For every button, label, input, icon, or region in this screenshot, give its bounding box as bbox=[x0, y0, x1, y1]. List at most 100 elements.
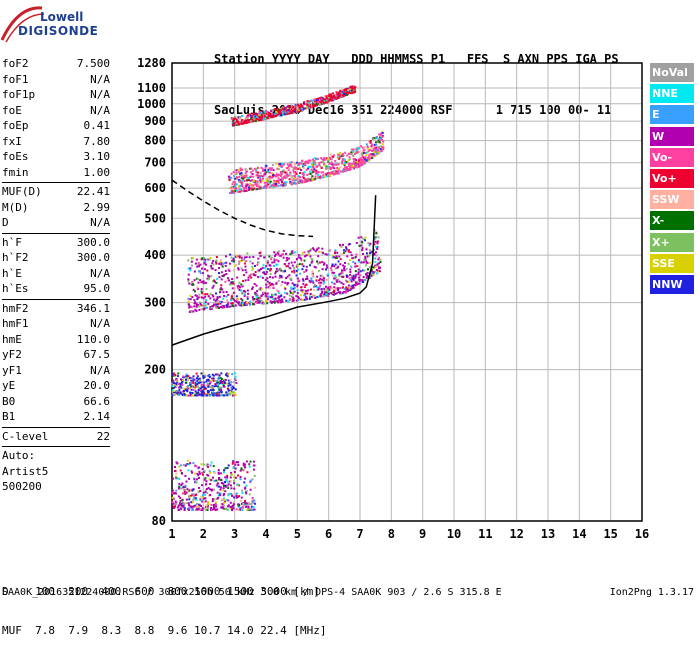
echo-point bbox=[220, 388, 223, 391]
echo-point bbox=[325, 292, 328, 295]
echo-point bbox=[197, 381, 200, 384]
echo-point bbox=[304, 278, 307, 281]
echo-point bbox=[240, 171, 243, 174]
echo-point bbox=[225, 304, 228, 307]
echo-point bbox=[278, 179, 281, 182]
echo-point bbox=[206, 269, 209, 272]
echo-point bbox=[192, 375, 195, 378]
echo-point bbox=[310, 105, 313, 108]
echo-point bbox=[277, 184, 280, 187]
echo-point bbox=[299, 294, 302, 297]
echo-point bbox=[268, 186, 271, 189]
echo-point bbox=[353, 284, 356, 287]
echo-point bbox=[303, 259, 306, 262]
echo-point bbox=[330, 287, 333, 290]
echo-point bbox=[345, 162, 348, 165]
echo-point bbox=[265, 283, 268, 286]
echo-point bbox=[234, 186, 237, 189]
echo-point bbox=[313, 101, 316, 104]
echo-point bbox=[185, 502, 188, 505]
echo-point bbox=[337, 265, 340, 268]
echo-point bbox=[343, 158, 346, 161]
echo-point bbox=[290, 286, 293, 289]
echo-point bbox=[205, 306, 208, 309]
echo-point bbox=[191, 296, 194, 299]
echo-point bbox=[337, 163, 340, 166]
echo-point bbox=[320, 96, 323, 99]
echo-point bbox=[200, 267, 203, 270]
echo-point bbox=[286, 176, 289, 179]
echo-point bbox=[185, 394, 188, 397]
echo-point bbox=[303, 284, 306, 287]
echo-point bbox=[350, 89, 353, 92]
echo-point bbox=[379, 261, 382, 264]
echo-point bbox=[360, 157, 363, 160]
echo-point bbox=[268, 255, 271, 258]
echo-point bbox=[268, 180, 271, 183]
echo-point bbox=[291, 270, 294, 273]
echo-point bbox=[198, 472, 201, 475]
echo-point bbox=[320, 171, 323, 174]
echo-point bbox=[279, 299, 282, 302]
echo-point bbox=[276, 251, 279, 254]
echo-point bbox=[305, 290, 308, 293]
echo-point bbox=[276, 172, 279, 175]
echo-point bbox=[375, 152, 378, 155]
echo-point bbox=[370, 274, 373, 277]
echo-point bbox=[221, 503, 224, 506]
echo-point bbox=[260, 300, 263, 303]
echo-point bbox=[306, 103, 309, 106]
param-value: N/A bbox=[90, 88, 110, 101]
echo-point bbox=[232, 269, 235, 272]
echo-point bbox=[222, 507, 225, 510]
echo-point bbox=[241, 168, 244, 171]
echo-point bbox=[239, 507, 242, 510]
echo-trace bbox=[171, 372, 238, 397]
param-row-fof1p: foF1p N/A bbox=[2, 87, 110, 103]
echo-point bbox=[271, 261, 274, 264]
echo-point bbox=[273, 115, 276, 118]
echo-point bbox=[245, 174, 248, 177]
echo-point bbox=[258, 185, 261, 188]
echo-point bbox=[342, 169, 345, 172]
echo-point bbox=[356, 146, 359, 149]
echo-point bbox=[305, 178, 308, 181]
echo-point bbox=[297, 268, 300, 271]
param-value: N/A bbox=[90, 317, 110, 330]
echo-point bbox=[284, 111, 287, 114]
param-row-hme: hmE 110.0 bbox=[2, 332, 110, 348]
echo-point bbox=[252, 115, 255, 118]
echo-point bbox=[352, 150, 355, 153]
echo-point bbox=[271, 112, 274, 115]
echo-point bbox=[243, 120, 246, 123]
echo-point bbox=[374, 240, 377, 243]
echo-point bbox=[228, 262, 231, 265]
y-tick-label: 900 bbox=[144, 114, 166, 128]
param-value: 20.0 bbox=[83, 379, 111, 392]
echo-point bbox=[246, 116, 249, 119]
echo-point bbox=[192, 488, 195, 491]
echo-point bbox=[281, 107, 284, 110]
echo-point bbox=[342, 249, 345, 252]
echo-point bbox=[232, 180, 235, 183]
echo-point bbox=[307, 289, 310, 292]
echo-point bbox=[333, 291, 336, 294]
echo-point bbox=[295, 274, 298, 277]
echo-point bbox=[315, 279, 318, 282]
echo-point bbox=[311, 258, 314, 261]
echo-point bbox=[180, 386, 183, 389]
y-tick-label: 300 bbox=[144, 296, 166, 310]
echo-point bbox=[358, 276, 361, 279]
echo-point bbox=[319, 102, 322, 105]
echo-point bbox=[313, 284, 316, 287]
echo-point bbox=[321, 268, 324, 271]
echo-point bbox=[269, 284, 272, 287]
echo-point bbox=[362, 151, 365, 154]
echo-point bbox=[361, 158, 364, 161]
echo-point bbox=[188, 381, 191, 384]
echo-point bbox=[245, 117, 248, 120]
echo-point bbox=[306, 100, 309, 103]
echo-point bbox=[269, 296, 272, 299]
echo-point bbox=[256, 263, 259, 266]
echo-point bbox=[352, 274, 355, 277]
